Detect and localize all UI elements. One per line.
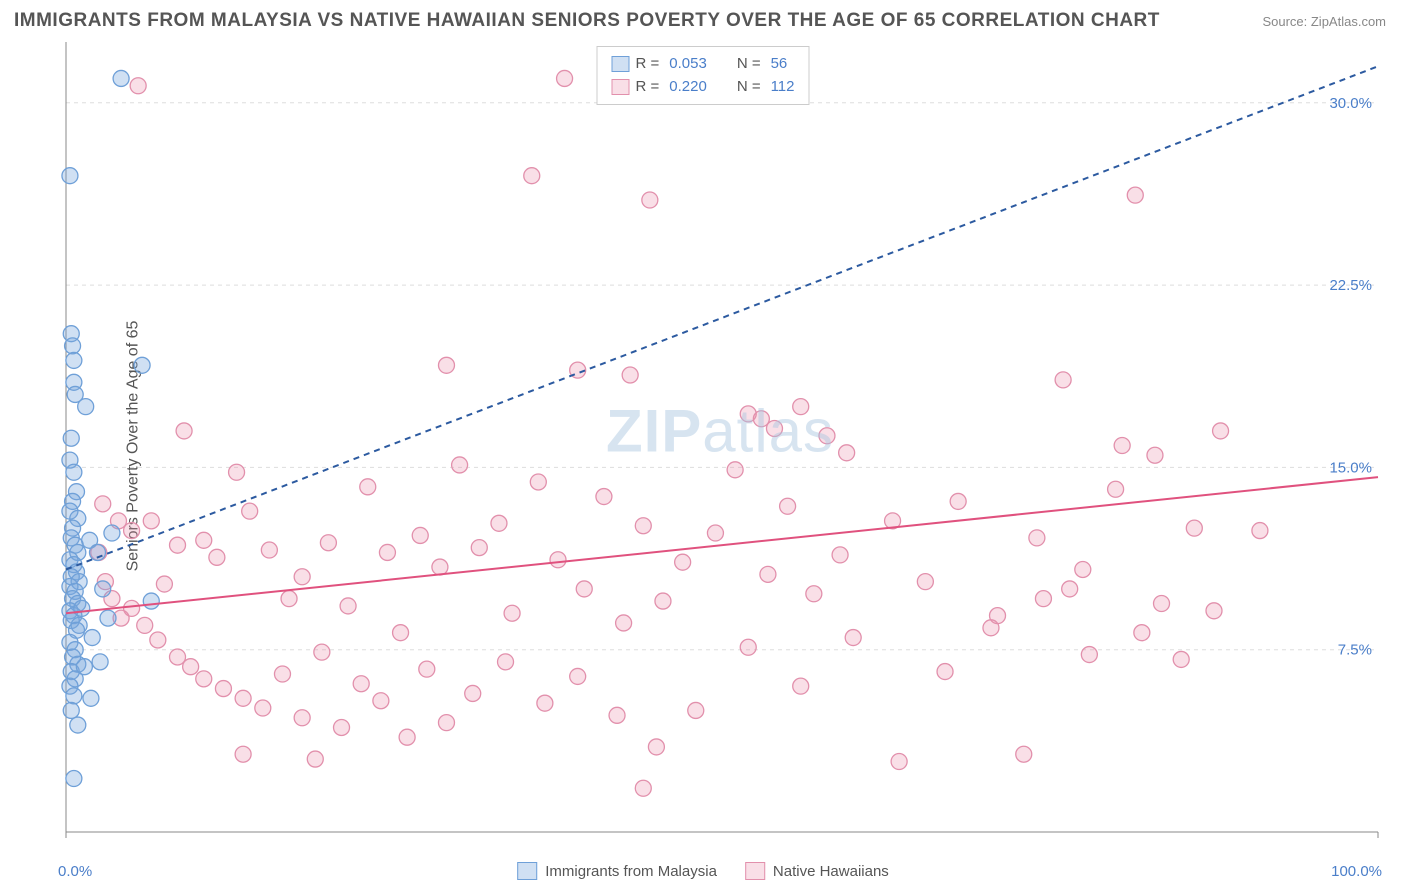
series-legend: Immigrants from Malaysia Native Hawaiian… [517,862,889,880]
n-label: N = [737,76,761,99]
r-value-malaysia: 0.053 [669,53,707,76]
svg-text:30.0%: 30.0% [1329,95,1372,112]
legend-row-hawaiian: R = 0.220 N = 112 [612,76,795,99]
x-axis-min-label: 0.0% [58,863,92,880]
legend-item-hawaiian: Native Hawaiians [745,862,889,880]
n-value-malaysia: 56 [771,53,788,76]
svg-text:15.0%: 15.0% [1329,459,1372,476]
scatter-chart-svg: 7.5% 15.0% 22.5% 30.0% [48,42,1392,852]
legend-item-malaysia: Immigrants from Malaysia [517,862,717,880]
legend-label-malaysia: Immigrants from Malaysia [545,863,717,880]
r-label: R = [636,53,660,76]
swatch-malaysia [612,56,630,72]
legend-row-malaysia: R = 0.053 N = 56 [612,53,795,76]
chart-title: IMMIGRANTS FROM MALAYSIA VS NATIVE HAWAI… [14,10,1160,32]
r-value-hawaiian: 0.220 [669,76,707,99]
n-label: N = [737,53,761,76]
swatch-malaysia [517,862,537,880]
source-attribution: Source: ZipAtlas.com [1262,14,1386,29]
swatch-hawaiian [612,79,630,95]
r-label: R = [636,76,660,99]
correlation-legend: R = 0.053 N = 56 R = 0.220 N = 112 [597,46,810,105]
legend-label-hawaiian: Native Hawaiians [773,863,889,880]
chart-plot-area: 7.5%15.0%22.5%30.0% ZIPatlas [48,42,1392,852]
n-value-hawaiian: 112 [771,76,795,99]
svg-text:7.5%: 7.5% [1338,642,1372,659]
swatch-hawaiian [745,862,765,880]
x-axis-max-label: 100.0% [1331,863,1382,880]
svg-text:22.5%: 22.5% [1329,277,1372,294]
